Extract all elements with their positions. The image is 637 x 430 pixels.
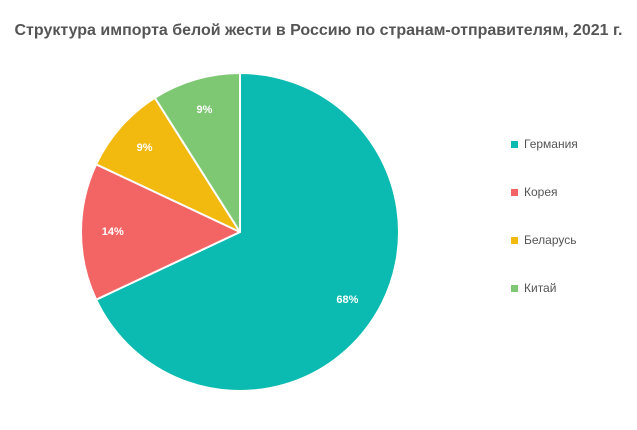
legend-swatch-2 bbox=[511, 236, 518, 244]
pie-slice-label-0: 68% bbox=[336, 294, 358, 306]
legend-swatch-3 bbox=[511, 284, 518, 292]
pie-slice-1[interactable] bbox=[80, 163, 241, 301]
chart-title: Структура импорта белой жести в Россию п… bbox=[14, 22, 623, 39]
legend-item-1[interactable]: Корея bbox=[511, 185, 558, 199]
legend-item-2[interactable]: Беларусь bbox=[511, 233, 576, 247]
legend-item-0[interactable]: Германия bbox=[511, 137, 578, 151]
legend-label-3: Китай bbox=[524, 281, 557, 295]
pie-slice-2[interactable] bbox=[95, 96, 241, 233]
pie-slice-label-1: 14% bbox=[102, 226, 124, 238]
pie-slices bbox=[80, 72, 400, 392]
pie-slice-label-2: 9% bbox=[137, 142, 153, 154]
legend-label-1: Корея bbox=[524, 185, 558, 199]
pie-slice-labels: 68% 14% 9% 9% bbox=[102, 104, 359, 306]
legend-swatch-0 bbox=[511, 140, 518, 148]
legend-item-3[interactable]: Китай bbox=[511, 281, 556, 295]
legend-swatch-1 bbox=[511, 188, 518, 196]
legend-label-2: Беларусь bbox=[524, 233, 577, 247]
pie-slice-0[interactable] bbox=[95, 72, 400, 392]
legend-label-0: Германия bbox=[524, 137, 578, 151]
pie-slice-3[interactable] bbox=[153, 72, 241, 233]
pie-slice-label-3: 9% bbox=[197, 104, 213, 116]
